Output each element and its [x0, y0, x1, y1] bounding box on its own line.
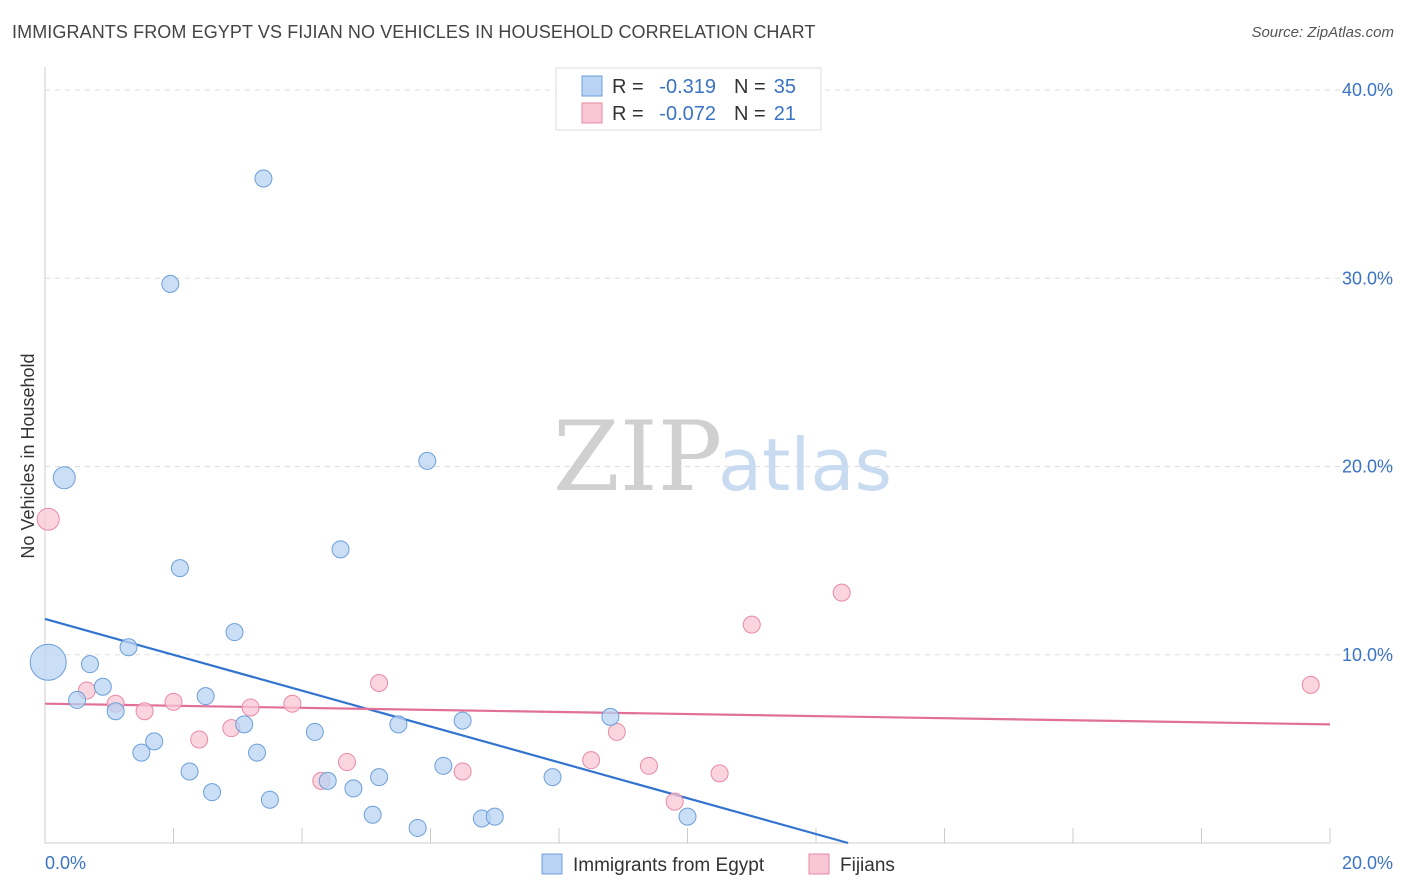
- point-egypt: [543, 768, 562, 787]
- point-fijians: [582, 751, 601, 770]
- point-fijians: [710, 764, 729, 783]
- point-egypt: [370, 768, 389, 787]
- point-egypt: [453, 711, 472, 730]
- series-legend: Immigrants from Egypt Fijians: [541, 853, 895, 876]
- point-fijians: [639, 756, 658, 775]
- y-tick-label: 20.0%: [1342, 457, 1393, 477]
- point-egypt: [225, 623, 244, 642]
- point-egypt: [132, 743, 151, 762]
- point-egypt: [248, 743, 267, 762]
- x-tick-labels: 0.0% 20.0%: [45, 853, 1393, 873]
- y-axis-title: No Vehicles in Household: [18, 353, 38, 558]
- point-fijians: [370, 673, 389, 692]
- trendline-egypt: [44, 617, 849, 845]
- point-egypt: [418, 451, 437, 470]
- point-egypt: [170, 559, 189, 578]
- point-fijians: [1301, 675, 1320, 694]
- stats-legend-r-label: R =: [612, 76, 644, 98]
- stats-legend-r-label: R =: [612, 103, 644, 125]
- stats-legend-n-value: 21: [774, 103, 796, 125]
- y-tick-label: 10.0%: [1342, 645, 1393, 665]
- point-egypt: [52, 466, 76, 490]
- point-egypt: [235, 715, 254, 734]
- point-egypt: [68, 690, 87, 709]
- point-fijians: [832, 583, 851, 602]
- point-fijians: [164, 692, 183, 711]
- point-egypt: [601, 707, 620, 726]
- point-egypt: [119, 638, 138, 657]
- point-egypt: [29, 643, 67, 681]
- point-egypt: [408, 818, 427, 837]
- watermark-atlas: atlas: [718, 423, 892, 507]
- chart-title: IMMIGRANTS FROM EGYPT VS FIJIAN NO VEHIC…: [12, 22, 816, 42]
- point-egypt: [161, 274, 180, 293]
- stats-legend-n-label: N =: [734, 76, 766, 98]
- stats-legend: R = -0.319 N = 35 R = -0.072 N = 21: [555, 67, 822, 131]
- x-tick-label-min: 0.0%: [45, 853, 86, 873]
- stats-legend-n-label: N =: [734, 103, 766, 125]
- legend-label-fijians: Fijians: [840, 855, 895, 876]
- point-egypt: [93, 677, 112, 696]
- point-fijians: [190, 730, 209, 749]
- point-egypt: [331, 540, 350, 559]
- watermark: ZIP atlas: [553, 401, 892, 513]
- point-egypt: [203, 783, 222, 802]
- stats-legend-n-value: 35: [774, 76, 796, 98]
- axes: [44, 67, 1331, 844]
- chart-source: Source: ZipAtlas.com: [1251, 24, 1394, 41]
- point-fijians: [337, 753, 356, 772]
- point-egypt: [80, 655, 99, 674]
- legend-label-egypt: Immigrants from Egypt: [573, 855, 765, 876]
- stats-legend-swatch-egypt: [581, 75, 603, 97]
- point-egypt: [434, 756, 453, 775]
- legend-swatch-egypt: [541, 853, 563, 875]
- y-tick-labels: 10.0% 20.0% 30.0% 40.0%: [1342, 80, 1393, 665]
- y-tick-label: 30.0%: [1342, 268, 1393, 288]
- point-fijians: [453, 762, 472, 781]
- stats-legend-r-value: -0.319: [659, 76, 716, 98]
- stats-legend-r-value: -0.072: [659, 103, 716, 125]
- point-egypt: [678, 807, 697, 826]
- point-egypt: [180, 762, 199, 781]
- watermark-zip: ZIP: [553, 401, 722, 513]
- point-egypt: [106, 702, 125, 721]
- point-fijians: [36, 507, 60, 531]
- point-fijians: [241, 698, 260, 717]
- point-fijians: [742, 615, 761, 634]
- point-fijians: [283, 694, 302, 713]
- point-egypt: [254, 169, 273, 188]
- point-egypt: [344, 779, 363, 798]
- point-fijians: [607, 722, 626, 741]
- data-points: [29, 169, 1320, 837]
- point-egypt: [260, 790, 279, 809]
- point-egypt: [196, 687, 215, 706]
- stats-legend-swatch-fijians: [581, 102, 603, 124]
- point-egypt: [145, 732, 164, 751]
- point-egypt: [485, 807, 504, 826]
- point-egypt: [363, 805, 382, 824]
- gridlines: [45, 89, 1395, 656]
- x-tick-label-max: 20.0%: [1342, 853, 1393, 873]
- point-egypt: [305, 722, 324, 741]
- point-fijians: [135, 702, 154, 721]
- point-egypt: [318, 771, 337, 790]
- legend-swatch-fijians: [808, 853, 830, 875]
- point-fijians: [665, 792, 684, 811]
- y-tick-label: 40.0%: [1342, 80, 1393, 100]
- point-egypt: [389, 715, 408, 734]
